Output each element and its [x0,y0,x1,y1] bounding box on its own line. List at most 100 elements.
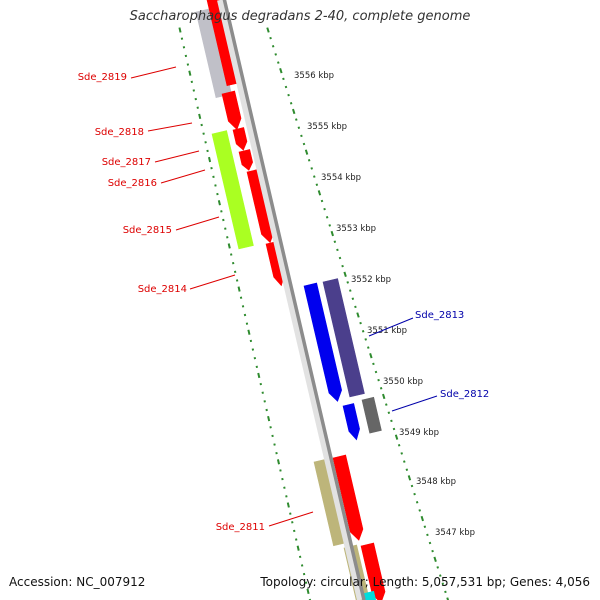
gene-label: Sde_2819 [78,72,127,83]
inner-tick [276,459,281,465]
gene-feature [238,149,253,171]
inner-tick [286,502,290,508]
outer-tick [266,27,270,33]
outer-tick [444,590,447,594]
outer-tick [405,468,409,471]
gene-feature [361,396,382,434]
scale-label: 3553 kbp [336,224,376,234]
outer-tick [379,387,383,390]
gene-feature [361,590,377,600]
outer-tick [346,281,349,284]
gene-feature [232,127,248,151]
backbone-line [222,0,366,600]
gene-label: Sde_2811 [216,522,265,533]
outer-tick [420,515,424,522]
gene-label: Sde_2816 [108,178,157,189]
inner-tick [306,588,310,595]
outer-tick [307,159,311,162]
outer-tick [328,224,331,227]
outer-tick [284,85,288,89]
outer-tick [364,338,367,341]
outer-tick [310,167,313,170]
outer-tick [315,183,319,186]
outer-tick [397,444,401,447]
gene-labels: Sde_2819 Sde_2818 Sde_2817 Sde_2816 Sde_2815… [78,66,489,533]
scale-label: 3551 kbp [367,326,407,336]
scale-labels: 3556 kbp 3555 kbp 3554 kbp 3553 kbp 3552 kbp… [294,71,475,538]
outer-tick [295,118,298,121]
outer-tick [382,393,386,400]
gene-label-leader [147,122,193,132]
gene-label-leader [368,317,414,337]
inner-tick-ring [178,27,312,600]
gene-feature [332,454,364,541]
outer-tick-ring [266,27,450,600]
inner-tick [188,70,192,76]
outer-tick [415,501,419,504]
outer-tick [377,378,380,382]
outer-tick [361,330,365,333]
outer-tick [320,199,324,203]
outer-tick [359,321,362,325]
gene-label: Sde_2817 [102,157,151,168]
scale-label: 3548 kbp [416,477,456,487]
outer-tick [387,411,391,414]
inner-tick [178,27,182,33]
gene-features [195,0,386,600]
outer-tick [304,149,309,155]
outer-tick [431,549,434,553]
inner-tick [267,415,271,422]
gene-feature [322,278,365,398]
outer-tick [385,403,388,406]
gene-label: Sde_2815 [123,225,172,236]
genome-title: Saccharophagus degradans 2-40, complete … [129,9,471,24]
outer-tick [374,370,378,374]
gene-feature [303,282,342,402]
outer-tick [349,289,352,292]
gene-feature [342,403,360,441]
inner-tick [237,286,241,292]
scale-label: 3549 kbp [399,428,439,438]
outer-tick [407,475,412,481]
outer-tick [400,452,403,455]
outer-tick [302,142,306,146]
outer-tick [269,36,272,40]
outer-tick [341,264,344,268]
gene-label-leader [175,216,220,231]
outer-tick [394,434,399,440]
outer-tick [277,61,280,64]
outer-tick [369,353,373,359]
outer-tick [372,362,375,366]
accession-text: Accession: NC_007912 [9,575,146,589]
outer-tick [313,175,316,178]
gene-label: Sde_2818 [95,127,144,138]
outer-tick [292,108,296,115]
scale-label: 3550 kbp [383,377,423,387]
outer-tick [336,248,339,252]
outer-tick [392,427,396,431]
outer-tick [300,134,303,138]
inner-tick [217,200,221,206]
outer-tick [441,582,445,585]
gene-label-leader [189,274,236,290]
outer-tick [330,230,334,237]
outer-tick [279,68,283,74]
gene-feature [360,542,386,600]
outer-tick [354,305,357,309]
inner-tick [227,243,231,249]
scale-label: 3554 kbp [321,173,361,183]
outer-tick [446,597,450,600]
outer-tick [413,492,416,496]
outer-tick [433,556,437,562]
inner-tick [198,113,202,120]
outer-tick [426,533,429,537]
gene-label-leader [391,395,438,412]
outer-tick [323,207,326,211]
outer-tick [410,484,414,488]
gene-label-leader [268,511,314,527]
scale-label: 3555 kbp [307,122,347,132]
outer-tick [338,256,342,260]
gene-label-leader [160,169,206,184]
outer-tick [325,216,329,219]
outer-tick [317,190,322,196]
